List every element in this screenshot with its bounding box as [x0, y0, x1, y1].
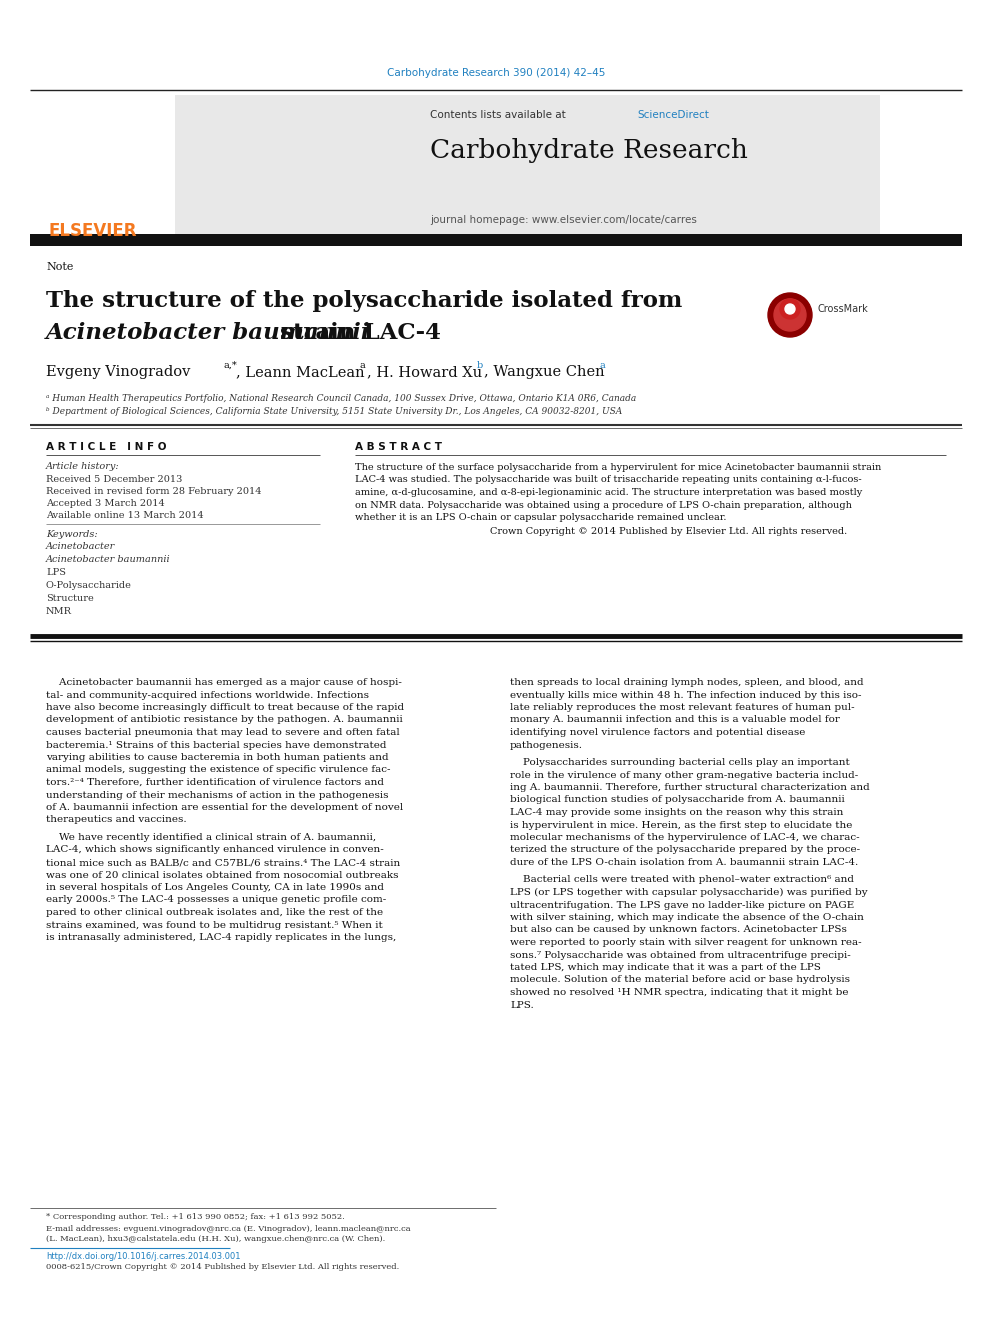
Text: bacteremia.¹ Strains of this bacterial species have demonstrated: bacteremia.¹ Strains of this bacterial s… — [46, 741, 387, 750]
Circle shape — [774, 299, 806, 331]
Text: terized the structure of the polysaccharide prepared by the proce-: terized the structure of the polysacchar… — [510, 845, 860, 855]
Text: was one of 20 clinical isolates obtained from nosocomial outbreaks: was one of 20 clinical isolates obtained… — [46, 871, 399, 880]
Text: Bacterial cells were treated with phenol–water extraction⁶ and: Bacterial cells were treated with phenol… — [510, 876, 854, 885]
Text: CrossMark: CrossMark — [818, 304, 869, 314]
Text: (L. MacLean), hxu3@calstatela.edu (H.H. Xu), wangxue.chen@nrc.ca (W. Chen).: (L. MacLean), hxu3@calstatela.edu (H.H. … — [46, 1234, 385, 1244]
Text: , Leann MacLean: , Leann MacLean — [236, 365, 365, 378]
Text: The structure of the surface polysaccharide from a hypervirulent for mice Acinet: The structure of the surface polysacchar… — [355, 463, 881, 472]
Text: have also become increasingly difficult to treat because of the rapid: have also become increasingly difficult … — [46, 703, 404, 712]
Text: Crown Copyright © 2014 Published by Elsevier Ltd. All rights reserved.: Crown Copyright © 2014 Published by Else… — [490, 528, 847, 537]
Text: is intranasally administered, LAC-4 rapidly replicates in the lungs,: is intranasally administered, LAC-4 rapi… — [46, 933, 396, 942]
Text: were reported to poorly stain with silver reagent for unknown rea-: were reported to poorly stain with silve… — [510, 938, 862, 947]
Text: ᵇ Department of Biological Sciences, California State University, 5151 State Uni: ᵇ Department of Biological Sciences, Cal… — [46, 407, 622, 415]
Text: biological function studies of polysaccharide from A. baumannii: biological function studies of polysacch… — [510, 795, 845, 804]
Text: Carbohydrate Research 390 (2014) 42–45: Carbohydrate Research 390 (2014) 42–45 — [387, 67, 605, 78]
Text: LPS (or LPS together with capsular polysaccharide) was purified by: LPS (or LPS together with capsular polys… — [510, 888, 868, 897]
Text: Article history:: Article history: — [46, 462, 120, 471]
Circle shape — [768, 292, 812, 337]
Text: amine, α-d-glucosamine, and α-8-epi-legionaminic acid. The structure interpretat: amine, α-d-glucosamine, and α-8-epi-legi… — [355, 488, 862, 497]
Text: tors.²⁻⁴ Therefore, further identification of virulence factors and: tors.²⁻⁴ Therefore, further identificati… — [46, 778, 384, 787]
Text: Available online 13 March 2014: Available online 13 March 2014 — [46, 511, 203, 520]
Text: Received in revised form 28 February 2014: Received in revised form 28 February 201… — [46, 487, 262, 496]
Text: a: a — [600, 361, 606, 370]
Text: tional mice such as BALB/c and C57BL/6 strains.⁴ The LAC-4 strain: tional mice such as BALB/c and C57BL/6 s… — [46, 859, 400, 867]
Text: 0008-6215/Crown Copyright © 2014 Published by Elsevier Ltd. All rights reserved.: 0008-6215/Crown Copyright © 2014 Publish… — [46, 1263, 399, 1271]
Text: NMR: NMR — [46, 607, 72, 617]
Text: animal models, suggesting the existence of specific virulence fac-: animal models, suggesting the existence … — [46, 766, 391, 774]
Text: strain LAC-4: strain LAC-4 — [272, 321, 441, 344]
Text: Keywords:: Keywords: — [46, 531, 97, 538]
Text: role in the virulence of many other gram-negative bacteria includ-: role in the virulence of many other gram… — [510, 770, 858, 779]
Text: * Corresponding author. Tel.: +1 613 990 0852; fax: +1 613 992 5052.: * Corresponding author. Tel.: +1 613 990… — [46, 1213, 345, 1221]
Text: The structure of the polysaccharide isolated from: The structure of the polysaccharide isol… — [46, 290, 682, 312]
Text: ing A. baumannii. Therefore, further structural characterization and: ing A. baumannii. Therefore, further str… — [510, 783, 870, 792]
Text: A B S T R A C T: A B S T R A C T — [355, 442, 442, 452]
Text: then spreads to local draining lymph nodes, spleen, and blood, and: then spreads to local draining lymph nod… — [510, 677, 864, 687]
Text: therapeutics and vaccines.: therapeutics and vaccines. — [46, 815, 186, 824]
Text: Acinetobacter baumannii has emerged as a major cause of hospi-: Acinetobacter baumannii has emerged as a… — [46, 677, 402, 687]
Text: late reliably reproduces the most relevant features of human pul-: late reliably reproduces the most releva… — [510, 703, 855, 712]
Circle shape — [785, 304, 795, 314]
Text: whether it is an LPS O-chain or capsular polysaccharide remained unclear.: whether it is an LPS O-chain or capsular… — [355, 513, 726, 523]
Text: identifying novel virulence factors and potential disease: identifying novel virulence factors and … — [510, 728, 806, 737]
Text: development of antibiotic resistance by the pathogen. A. baumannii: development of antibiotic resistance by … — [46, 716, 403, 725]
Text: is hypervirulent in mice. Herein, as the first step to elucidate the: is hypervirulent in mice. Herein, as the… — [510, 820, 852, 830]
Text: causes bacterial pneumonia that may lead to severe and often fatal: causes bacterial pneumonia that may lead… — [46, 728, 400, 737]
Text: LAC-4 may provide some insights on the reason why this strain: LAC-4 may provide some insights on the r… — [510, 808, 843, 818]
Text: molecular mechanisms of the hypervirulence of LAC-4, we charac-: molecular mechanisms of the hypervirulen… — [510, 833, 860, 841]
Text: tated LPS, which may indicate that it was a part of the LPS: tated LPS, which may indicate that it wa… — [510, 963, 820, 972]
Text: Acinetobacter baumannii: Acinetobacter baumannii — [46, 321, 371, 344]
Text: b: b — [477, 361, 483, 370]
Text: ELSEVIER: ELSEVIER — [48, 222, 137, 239]
Text: http://dx.doi.org/10.1016/j.carres.2014.03.001: http://dx.doi.org/10.1016/j.carres.2014.… — [46, 1252, 240, 1261]
Text: Structure: Structure — [46, 594, 94, 603]
Bar — [175, 95, 880, 235]
Text: A R T I C L E   I N F O: A R T I C L E I N F O — [46, 442, 167, 452]
Text: a: a — [360, 361, 366, 370]
Text: LPS.: LPS. — [510, 1000, 534, 1009]
Text: on NMR data. Polysaccharide was obtained using a procedure of LPS O-chain prepar: on NMR data. Polysaccharide was obtained… — [355, 500, 852, 509]
Text: ᵃ Human Health Therapeutics Portfolio, National Research Council Canada, 100 Sus: ᵃ Human Health Therapeutics Portfolio, N… — [46, 394, 636, 404]
Text: Acinetobacter baumannii: Acinetobacter baumannii — [46, 556, 171, 564]
Text: in several hospitals of Los Angeles County, CA in late 1990s and: in several hospitals of Los Angeles Coun… — [46, 882, 384, 892]
Text: dure of the LPS O-chain isolation from A. baumannii strain LAC-4.: dure of the LPS O-chain isolation from A… — [510, 859, 858, 867]
Circle shape — [780, 299, 800, 319]
Text: of A. baumannii infection are essential for the development of novel: of A. baumannii infection are essential … — [46, 803, 404, 812]
Text: a,*: a,* — [224, 361, 238, 370]
Text: LAC-4, which shows significantly enhanced virulence in conven-: LAC-4, which shows significantly enhance… — [46, 845, 384, 855]
Text: strains examined, was found to be multidrug resistant.⁵ When it: strains examined, was found to be multid… — [46, 921, 383, 930]
Text: ultracentrifugation. The LPS gave no ladder-like picture on PAGE: ultracentrifugation. The LPS gave no lad… — [510, 901, 854, 909]
Text: Note: Note — [46, 262, 73, 273]
Text: varying abilities to cause bacteremia in both human patients and: varying abilities to cause bacteremia in… — [46, 753, 389, 762]
Text: O-Polysaccharide: O-Polysaccharide — [46, 581, 132, 590]
Text: LPS: LPS — [46, 568, 66, 577]
Bar — [30, 234, 962, 246]
Text: LAC-4 was studied. The polysaccharide was built of trisaccharide repeating units: LAC-4 was studied. The polysaccharide wa… — [355, 475, 862, 484]
Text: ScienceDirect: ScienceDirect — [637, 110, 709, 120]
Text: eventually kills mice within 48 h. The infection induced by this iso-: eventually kills mice within 48 h. The i… — [510, 691, 861, 700]
Text: Carbohydrate Research: Carbohydrate Research — [430, 138, 748, 163]
Text: journal homepage: www.elsevier.com/locate/carres: journal homepage: www.elsevier.com/locat… — [430, 216, 696, 225]
Text: Acinetobacter: Acinetobacter — [46, 542, 115, 550]
Text: Evgeny Vinogradov: Evgeny Vinogradov — [46, 365, 190, 378]
Text: early 2000s.⁵ The LAC-4 possesses a unique genetic profile com-: early 2000s.⁵ The LAC-4 possesses a uniq… — [46, 896, 386, 905]
Text: pared to other clinical outbreak isolates and, like the rest of the: pared to other clinical outbreak isolate… — [46, 908, 383, 917]
Text: tal- and community-acquired infections worldwide. Infections: tal- and community-acquired infections w… — [46, 691, 369, 700]
Text: , H. Howard Xu: , H. Howard Xu — [367, 365, 482, 378]
Text: Received 5 December 2013: Received 5 December 2013 — [46, 475, 183, 484]
Text: understanding of their mechanisms of action in the pathogenesis: understanding of their mechanisms of act… — [46, 791, 389, 799]
Text: pathogenesis.: pathogenesis. — [510, 741, 583, 750]
Text: E-mail addresses: evgueni.vinogradov@nrc.ca (E. Vinogradov), leann.maclean@nrc.c: E-mail addresses: evgueni.vinogradov@nrc… — [46, 1225, 411, 1233]
Text: showed no resolved ¹H NMR spectra, indicating that it might be: showed no resolved ¹H NMR spectra, indic… — [510, 988, 848, 998]
Text: monary A. baumannii infection and this is a valuable model for: monary A. baumannii infection and this i… — [510, 716, 840, 725]
Text: , Wangxue Chen: , Wangxue Chen — [484, 365, 605, 378]
Text: but also can be caused by unknown factors. Acinetobacter LPSs: but also can be caused by unknown factor… — [510, 926, 847, 934]
Text: Contents lists available at: Contents lists available at — [430, 110, 569, 120]
Text: molecule. Solution of the material before acid or base hydrolysis: molecule. Solution of the material befor… — [510, 975, 850, 984]
Text: Accepted 3 March 2014: Accepted 3 March 2014 — [46, 499, 165, 508]
Text: with silver staining, which may indicate the absence of the O-chain: with silver staining, which may indicate… — [510, 913, 864, 922]
Text: We have recently identified a clinical strain of A. baumannii,: We have recently identified a clinical s… — [46, 833, 376, 841]
Text: Polysaccharides surrounding bacterial cells play an important: Polysaccharides surrounding bacterial ce… — [510, 758, 850, 767]
Text: sons.⁷ Polysaccharide was obtained from ultracentrifuge precipi-: sons.⁷ Polysaccharide was obtained from … — [510, 950, 851, 959]
